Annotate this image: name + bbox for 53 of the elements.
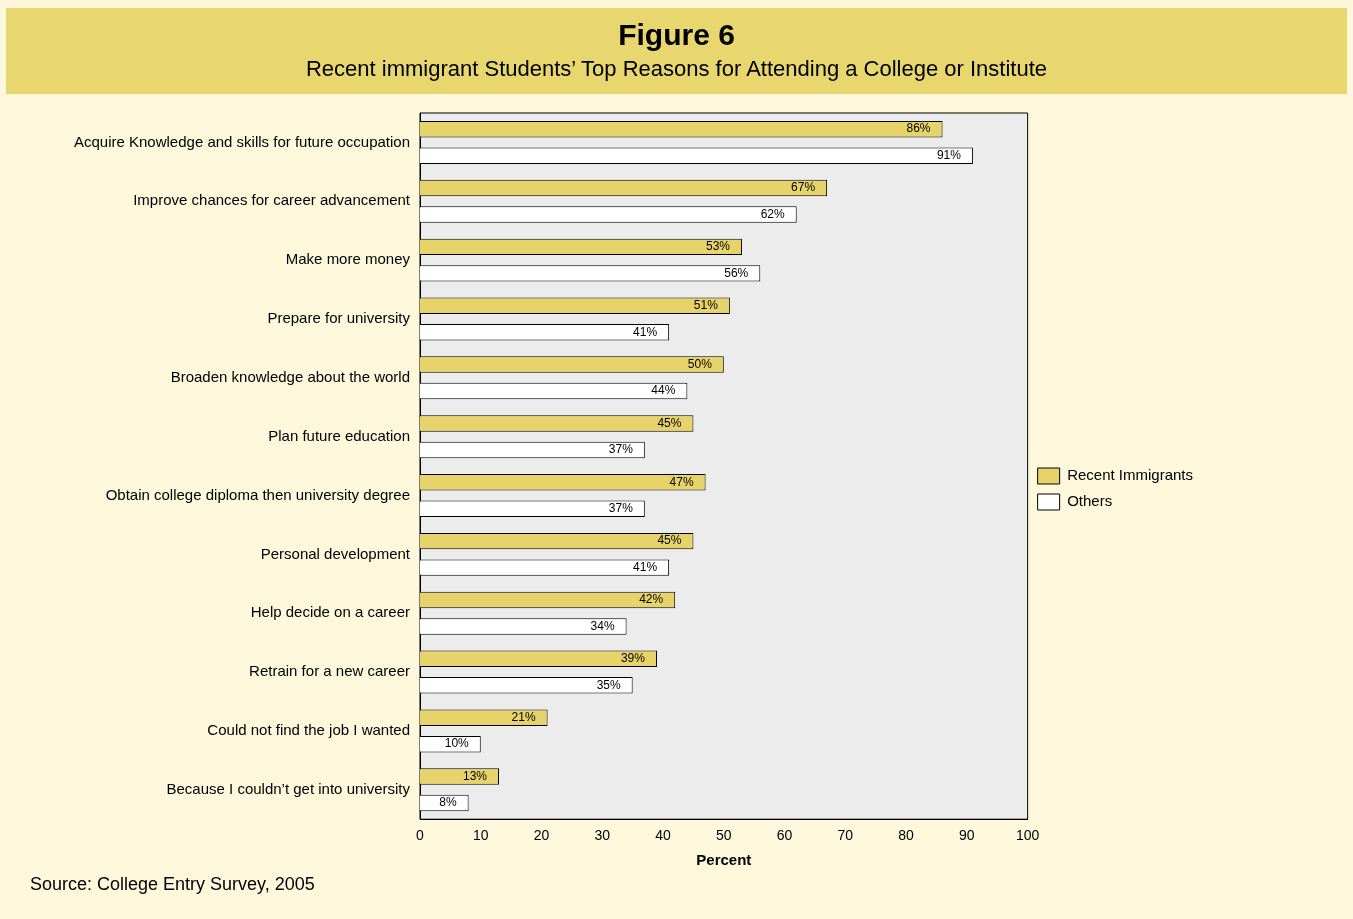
data-label: 41% (633, 559, 658, 574)
data-label: 51% (693, 298, 719, 313)
data-label: 37% (608, 501, 634, 516)
data-label: 86% (906, 121, 931, 136)
data-label: 50% (687, 356, 713, 371)
data-label: 44% (651, 383, 676, 398)
data-label: 8% (439, 795, 457, 810)
x-tick-label: 60 (776, 827, 793, 844)
x-tick-label: 40 (655, 827, 672, 844)
data-label: 35% (596, 677, 621, 692)
x-tick-label: 70 (837, 827, 854, 844)
data-label: 56% (724, 265, 749, 280)
legend-label: Recent Immigrants (1067, 466, 1193, 484)
y-tick-label: Make more money (285, 250, 411, 268)
data-label: 45% (657, 415, 682, 430)
source-note: Source: College Entry Survey, 2005 (30, 874, 316, 895)
x-axis-title: Percent (696, 851, 752, 869)
y-tick-label: Help decide on a career (250, 603, 410, 621)
data-label: 39% (620, 651, 646, 666)
data-label: 13% (462, 768, 488, 783)
chart-subtitle: Recent immigrant Students’ Top Reasons for Attending a College or Institute (304, 56, 1049, 82)
data-label: 53% (706, 239, 731, 254)
legend-label: Others (1067, 492, 1113, 510)
y-tick-label: Acquire Knowledge and skills for future occupation (73, 132, 410, 150)
data-label: 42% (639, 592, 664, 607)
data-label: 34% (590, 618, 615, 633)
chart-title: Figure 6 (617, 18, 736, 52)
x-tick-label: 0 (416, 827, 425, 844)
y-tick-label: Retrain for a new career (249, 662, 410, 680)
x-tick-label: 10 (472, 827, 489, 844)
data-label: 41% (633, 324, 658, 339)
y-tick-label: Because I couldn’t get into university (166, 779, 411, 797)
x-tick-label: 20 (533, 827, 550, 844)
data-label: 21% (511, 710, 536, 724)
x-tick-label: 100 (1015, 827, 1040, 844)
x-tick-label: 50 (716, 827, 732, 844)
y-tick-label: Could not find the job I wanted (207, 721, 410, 739)
x-tick-label: 90 (959, 827, 975, 844)
data-label: 10% (444, 736, 470, 751)
x-tick-label: 80 (898, 827, 915, 844)
data-label: 91% (936, 147, 962, 162)
x-tick-label: 30 (594, 827, 611, 844)
y-tick-label: Improve chances for career advancement (133, 191, 411, 209)
y-tick-label: Plan future education (268, 426, 410, 444)
y-tick-label: Obtain college diploma then university degree (105, 485, 410, 503)
y-tick-label: Broaden knowledge about the world (170, 367, 410, 385)
data-label: 45% (657, 533, 682, 548)
data-label: 47% (669, 474, 694, 489)
y-tick-label: Personal development (260, 544, 411, 562)
data-label: 67% (791, 180, 816, 195)
y-tick-label: Prepare for university (267, 309, 411, 327)
data-label: 62% (760, 206, 786, 221)
data-label: 37% (608, 442, 634, 457)
